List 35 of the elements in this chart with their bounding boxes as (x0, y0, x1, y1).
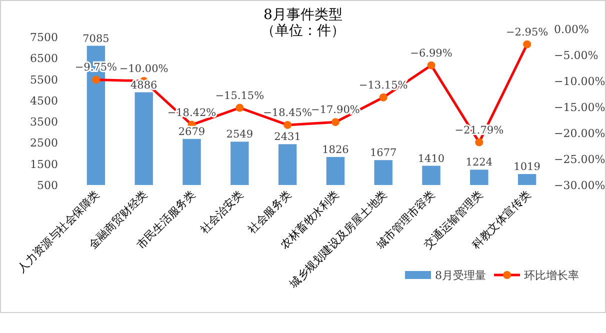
data-label: −18.45% (263, 106, 312, 119)
y-tick-label: 3500 (30, 116, 58, 129)
y-tick-label: 1500 (30, 158, 58, 171)
y-tick-label: 6500 (30, 52, 58, 66)
y-tick-label: 7500 (30, 31, 58, 44)
data-label: 1224 (466, 156, 493, 169)
data-label: −15.15% (215, 90, 264, 102)
data-label: 2549 (226, 128, 254, 141)
data-label: −10.00% (119, 63, 168, 75)
chart-title: 8月事件类型 (264, 7, 342, 23)
chart-subtitle: （单位：件） (261, 23, 345, 39)
legend-label: 8月受理量 (435, 269, 486, 282)
y-tick-label: 5500 (30, 73, 58, 86)
data-label: 1410 (418, 152, 445, 165)
y2-tick-label: −25.00% (554, 153, 606, 166)
y2-tick-label: −20.00% (554, 127, 606, 140)
y-tick-label: 500 (37, 179, 58, 192)
y2-tick-label: −30.00% (554, 179, 606, 192)
y-tick-label: 2500 (30, 136, 58, 150)
data-label: −17.90% (311, 104, 360, 116)
y-tick-label: 4500 (30, 94, 58, 108)
data-label: 2679 (178, 126, 206, 138)
x-tick-label: 社会治安类 (198, 188, 246, 236)
y2-tick-label: −10.00% (554, 75, 606, 88)
data-label: 1826 (322, 144, 350, 156)
y2-tick-label: −5.00% (554, 49, 598, 62)
legend-label: 环比增长率 (524, 269, 579, 282)
data-label: −2.95% (506, 26, 548, 38)
data-label: 2431 (274, 131, 301, 144)
y2-tick-label: 0.00% (554, 23, 589, 36)
data-label: 1677 (370, 147, 397, 160)
data-label: 1019 (514, 161, 540, 174)
data-label: −6.99% (410, 47, 452, 60)
data-label: 7085 (82, 32, 110, 45)
y2-tick-label: −15.00% (554, 101, 606, 114)
